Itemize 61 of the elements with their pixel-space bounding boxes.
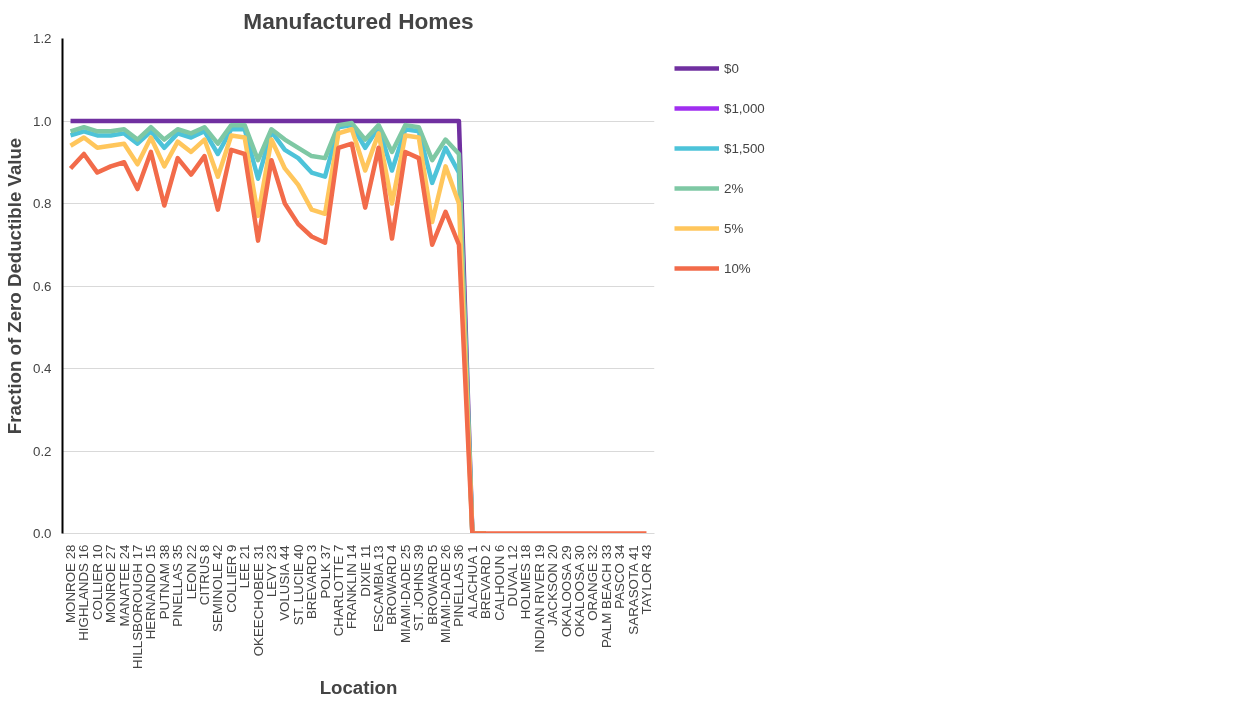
y-tick-label: 0.0 [32,526,52,541]
x-tick-label: JACKSON 20 [545,544,561,626]
x-tick-label: CALHOUN 6 [491,544,507,621]
x-tick-label: MONROE 28 [63,544,79,623]
chart-title: Manufactured Homes [243,7,474,34]
x-tick-label: CITRUS 8 [196,544,212,606]
x-tick-label: PASCO 34 [612,543,628,609]
x-tick-label: PINELLAS 35 [170,544,186,627]
x-tick-label: LEE 21 [237,544,253,589]
y-tick-label: 1.2 [32,31,52,46]
x-tick-label: TAYLOR 43 [638,544,654,615]
x-tick-label: PALM BEACH 33 [598,544,614,648]
legend-label: 2% [724,180,744,196]
x-tick-label: ORANGE 32 [585,544,601,621]
x-tick-label: PUTNAM 38 [156,544,172,620]
x-tick-label: HOLMES 18 [518,544,534,620]
y-tick-label: 1.0 [32,113,52,129]
x-tick-label: HILLSBOROUGH 17 [130,544,145,669]
x-tick-label: LEVY 23 [263,544,279,598]
legend-label: 10% [724,260,751,276]
x-tick-label: BREVARD 2 [478,544,494,620]
x-tick-label: LEON 22 [183,544,199,600]
x-tick-label: ALACHUA 1 [464,545,480,619]
x-tick-label: OKEECHOBEE 31 [250,544,266,657]
x-tick-label: COLLIER 9 [223,544,239,613]
x-axis-title: Location [319,676,398,698]
x-tick-label: OKALOOSA 30 [572,545,587,638]
x-tick-label: MONROE 27 [103,544,119,623]
y-tick-label: 0.8 [32,196,52,211]
line-series [68,141,649,534]
x-tick-label: VOLUSIA 44 [277,544,293,621]
y-tick-label: 0.6 [32,278,52,294]
x-tick-label: SEMINOLE 42 [210,544,226,632]
x-tick-label: BREVARD 3 [304,544,320,620]
x-tick-label: COLLIER 10 [89,544,105,621]
legend-label: $0 [724,60,740,76]
x-tick-label: POLK 37 [317,544,333,599]
legend-label: 5% [724,220,744,236]
x-tick-label: DIXIE 11 [357,544,373,597]
y-axis-title: Fraction of Zero Deductible Value [3,137,25,435]
y-tick-label: 0.2 [32,443,52,459]
x-tick-label: MANATEE 24 [116,543,132,627]
x-tick-label: BROWARD 4 [384,543,400,625]
x-tick-label: INDIAN RIVER 19 [531,544,547,653]
x-tick-label: DUVAL 12 [505,544,521,607]
x-tick-label: CHARLOTTE 7 [330,544,346,637]
x-tick-label: PINELLAS 36 [451,544,467,627]
x-tick-label: HIGHLANDS 16 [76,544,92,641]
x-tick-label: HERNANDO 15 [143,544,159,640]
x-tick-label: MIAMI-DADE 26 [438,544,454,643]
y-tick-label: 0.4 [32,361,53,376]
legend-label: $1,500 [724,140,765,156]
legend-label: $1,000 [724,100,765,116]
x-tick-label: BROWARD 5 [424,544,440,625]
x-tick-label: SARASOTA 41 [625,545,641,635]
x-tick-label: OKALOOSA 29 [558,545,574,638]
x-tick-label: ST. LUCIE 40 [290,544,306,626]
x-tick-label: MIAMI-DADE 25 [397,544,413,643]
x-tick-label: ST. JOHNS 39 [411,544,427,632]
x-tick-label: ESCAMBIA 13 [371,545,387,632]
x-tick-label: FRANKLIN 14 [344,543,360,629]
